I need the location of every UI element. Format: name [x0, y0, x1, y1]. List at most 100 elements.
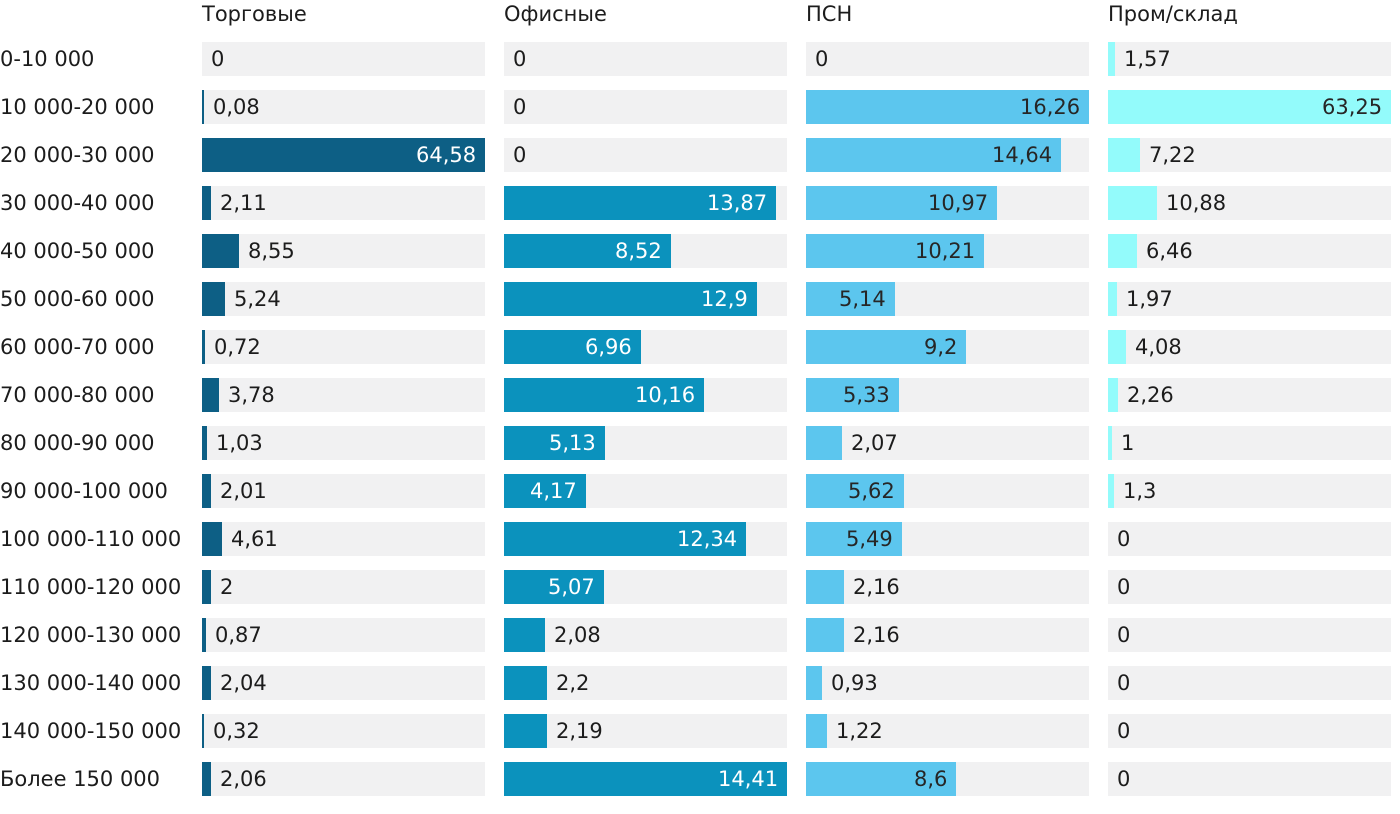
bar-cell: 9,2: [806, 330, 1089, 364]
bar-value-label: 0: [1117, 623, 1131, 647]
bar-value-label: 16,26: [1020, 95, 1081, 119]
bar-value-label: 0: [1117, 671, 1131, 695]
bar: [1108, 378, 1118, 412]
bar: [1108, 474, 1114, 508]
bar-value-label: 0: [513, 95, 527, 119]
bar: [202, 714, 204, 748]
bar: [806, 474, 904, 508]
bar-cell: 1,3: [1108, 474, 1391, 508]
bar: [202, 474, 211, 508]
bar-value-label: 5,13: [549, 431, 596, 455]
bar: [504, 570, 604, 604]
bar-value-label: 63,25: [1322, 95, 1383, 119]
bar-value-label: 0: [1117, 767, 1131, 791]
bar: [1108, 330, 1126, 364]
bar: [504, 714, 547, 748]
bar-cell: 4,08: [1108, 330, 1391, 364]
bar-cell: 2,16: [806, 618, 1089, 652]
bar-value-label: 1,57: [1124, 47, 1171, 71]
bar: [504, 234, 671, 268]
row-label: 120 000-130 000: [0, 623, 182, 647]
bar-value-label: 4,08: [1135, 335, 1182, 359]
row-label: 70 000-80 000: [0, 383, 155, 407]
bar-value-label: 13,87: [707, 191, 768, 215]
bar-cell: 0,08: [202, 90, 485, 124]
bar-cell: 2,11: [202, 186, 485, 220]
bar: [202, 138, 485, 172]
bar-value-label: 4,17: [530, 479, 577, 503]
bar: [1108, 234, 1137, 268]
bar: [1108, 90, 1391, 124]
bar: [1108, 426, 1112, 460]
bar-value-label: 0: [1117, 719, 1131, 743]
bar-cell: 5,49: [806, 522, 1089, 556]
bar-value-label: 1,03: [216, 431, 263, 455]
bar-value-label: 10,16: [635, 383, 696, 407]
row-label: 110 000-120 000: [0, 575, 182, 599]
bar: [806, 522, 902, 556]
bar: [806, 426, 842, 460]
bar: [202, 234, 239, 268]
bar-value-label: 0: [211, 47, 225, 71]
bar-value-label: 2,01: [220, 479, 267, 503]
bar-cell: 5,14: [806, 282, 1089, 316]
bar-cell: 4,61: [202, 522, 485, 556]
row-label: Более 150 000: [0, 767, 161, 791]
bar-cell: 8,55: [202, 234, 485, 268]
bar-cell: 0,32: [202, 714, 485, 748]
bar-value-label: 2,06: [220, 767, 267, 791]
bar-value-label: 2,16: [853, 575, 900, 599]
bar: [202, 762, 211, 796]
bar: [806, 90, 1089, 124]
bar-cell: 0: [504, 90, 787, 124]
bar-cell: 2,06: [202, 762, 485, 796]
bar-cell: 1,97: [1108, 282, 1391, 316]
bar-cell: 2,07: [806, 426, 1089, 460]
bar-cell: 16,26: [806, 90, 1089, 124]
bar-cell: 0,87: [202, 618, 485, 652]
chart-grid: Торговые Офисные ПСН Пром/склад 0-10 000…: [0, 2, 1391, 796]
bar-cell: 7,22: [1108, 138, 1391, 172]
bar: [504, 666, 547, 700]
bar: [806, 138, 1061, 172]
bar-value-label: 1,3: [1123, 479, 1157, 503]
bar-cell: 10,16: [504, 378, 787, 412]
row-label: 0-10 000: [0, 47, 95, 71]
bar-cell: 1,57: [1108, 42, 1391, 76]
bar-value-label: 2,08: [554, 623, 601, 647]
row-label: 40 000-50 000: [0, 239, 155, 263]
bar: [1108, 282, 1117, 316]
bar-cell: 14,41: [504, 762, 787, 796]
bar-cell: 12,34: [504, 522, 787, 556]
bar-value-label: 0,32: [213, 719, 260, 743]
bar-value-label: 8,52: [615, 239, 662, 263]
bar-value-label: 2,26: [1127, 383, 1174, 407]
bar-cell: 1,22: [806, 714, 1089, 748]
bar-cell: 5,07: [504, 570, 787, 604]
bar: [202, 378, 219, 412]
bar: [1108, 138, 1140, 172]
bar-cell: 2,04: [202, 666, 485, 700]
bar: [202, 186, 211, 220]
bar-value-label: 5,62: [848, 479, 895, 503]
bar-cell: 0: [1108, 522, 1391, 556]
row-label: 90 000-100 000: [0, 479, 168, 503]
bar-value-label: 2,11: [220, 191, 267, 215]
bar: [504, 282, 757, 316]
bar: [806, 618, 844, 652]
bar-value-label: 2,16: [853, 623, 900, 647]
bar-cell: 5,24: [202, 282, 485, 316]
row-label: 130 000-140 000: [0, 671, 182, 695]
row-label: 140 000-150 000: [0, 719, 182, 743]
bar: [202, 618, 206, 652]
bar-value-label: 6,46: [1146, 239, 1193, 263]
bar-value-label: 0: [1117, 575, 1131, 599]
row-label: 60 000-70 000: [0, 335, 155, 359]
bar-cell: 1,03: [202, 426, 485, 460]
bar-value-label: 5,24: [234, 287, 281, 311]
bar: [806, 234, 984, 268]
bar-cell: 0: [1108, 762, 1391, 796]
bar: [202, 426, 207, 460]
row-label: 10 000-20 000: [0, 95, 155, 119]
bar: [1108, 186, 1157, 220]
